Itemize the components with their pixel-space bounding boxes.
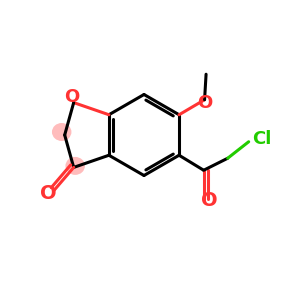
Text: O: O (201, 191, 218, 210)
Ellipse shape (65, 157, 85, 175)
Text: O: O (40, 184, 57, 203)
Text: O: O (64, 88, 80, 106)
Ellipse shape (52, 123, 71, 141)
Text: O: O (197, 94, 212, 112)
Text: Cl: Cl (252, 130, 272, 148)
